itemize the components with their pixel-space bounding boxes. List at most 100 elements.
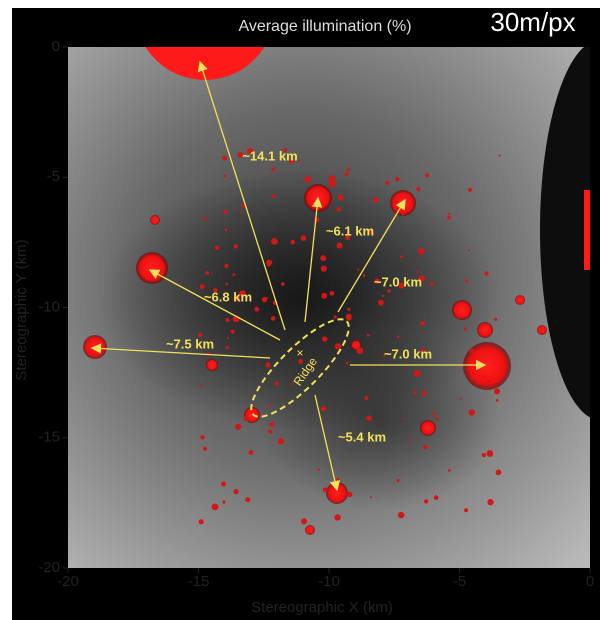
small-crater bbox=[215, 245, 219, 249]
y-tick-label: -20 bbox=[38, 559, 60, 576]
small-crater bbox=[298, 159, 300, 161]
small-crater bbox=[468, 188, 472, 192]
small-crater bbox=[321, 266, 327, 272]
small-crater bbox=[233, 273, 236, 276]
small-crater bbox=[365, 396, 369, 400]
small-crater bbox=[223, 210, 227, 214]
small-crater bbox=[281, 282, 285, 286]
small-crater bbox=[235, 424, 241, 430]
y-tick-label: -15 bbox=[38, 429, 60, 446]
small-crater bbox=[226, 346, 229, 349]
small-crater bbox=[416, 271, 418, 273]
small-crater bbox=[249, 450, 254, 455]
small-crater bbox=[434, 495, 439, 500]
small-crater bbox=[269, 422, 274, 427]
small-crater bbox=[499, 154, 501, 156]
small-crater bbox=[468, 249, 470, 251]
small-crater bbox=[266, 297, 268, 299]
small-crater bbox=[464, 327, 467, 330]
small-crater bbox=[469, 409, 475, 415]
small-crater bbox=[414, 370, 421, 377]
small-crater bbox=[494, 388, 500, 394]
small-crater bbox=[448, 469, 451, 472]
small-crater bbox=[402, 213, 405, 216]
small-crater bbox=[225, 229, 228, 232]
distance-label: ~14.1 km bbox=[242, 148, 297, 163]
small-crater bbox=[272, 195, 276, 199]
y-axis-label: Stereographic Y (km) bbox=[13, 239, 30, 380]
distance-label: ~7.5 km bbox=[166, 336, 214, 351]
small-crater bbox=[334, 315, 337, 318]
small-crater bbox=[199, 519, 204, 524]
small-crater bbox=[470, 376, 474, 380]
small-crater bbox=[226, 283, 228, 285]
small-crater bbox=[447, 216, 451, 220]
small-crater bbox=[357, 269, 359, 271]
y-tick-label: -5 bbox=[47, 168, 60, 185]
small-crater bbox=[397, 335, 399, 337]
small-crater bbox=[403, 418, 405, 420]
y-tick-label: 0 bbox=[52, 38, 60, 55]
small-crater bbox=[378, 300, 384, 306]
small-crater bbox=[290, 240, 295, 245]
small-crater bbox=[271, 238, 278, 245]
small-crater bbox=[470, 349, 474, 353]
small-crater bbox=[435, 417, 438, 420]
x-tick-label: -10 bbox=[318, 573, 340, 590]
small-crater bbox=[395, 177, 399, 181]
small-crater bbox=[204, 218, 207, 221]
small-crater bbox=[244, 416, 249, 421]
distance-label: ~6.8 km bbox=[204, 289, 252, 304]
small-crater bbox=[487, 344, 489, 346]
small-crater bbox=[321, 406, 326, 411]
small-crater bbox=[278, 438, 284, 444]
small-crater bbox=[496, 469, 502, 475]
small-crater bbox=[487, 499, 493, 505]
small-crater bbox=[223, 175, 226, 178]
small-crater bbox=[329, 175, 336, 182]
small-crater bbox=[200, 435, 204, 439]
small-crater bbox=[363, 274, 366, 277]
small-crater bbox=[222, 500, 225, 503]
small-crater bbox=[337, 478, 340, 481]
small-crater bbox=[212, 503, 219, 510]
small-crater bbox=[231, 330, 235, 334]
small-crater bbox=[496, 399, 499, 402]
small-crater bbox=[347, 308, 350, 311]
small-crater bbox=[494, 318, 497, 321]
small-crater bbox=[330, 291, 335, 296]
small-crater bbox=[269, 404, 272, 407]
small-crater bbox=[424, 499, 428, 503]
small-crater bbox=[486, 450, 493, 457]
small-crater bbox=[409, 440, 411, 442]
small-crater bbox=[423, 445, 428, 450]
small-crater bbox=[233, 489, 238, 494]
small-crater bbox=[420, 321, 425, 326]
small-crater bbox=[345, 172, 349, 176]
ridge-marker: × bbox=[296, 346, 303, 360]
small-crater bbox=[425, 173, 429, 177]
small-crater bbox=[245, 497, 250, 502]
small-crater bbox=[221, 481, 226, 486]
x-tick-label: -5 bbox=[453, 573, 466, 590]
small-crater bbox=[465, 279, 468, 282]
small-crater bbox=[200, 284, 205, 289]
small-crater bbox=[347, 492, 352, 497]
small-crater bbox=[397, 479, 400, 482]
small-crater bbox=[265, 362, 270, 367]
x-axis-label: Stereographic X (km) bbox=[251, 599, 393, 616]
small-crater bbox=[398, 512, 404, 518]
scale-label: 30m/px bbox=[490, 7, 575, 37]
small-crater bbox=[268, 429, 272, 433]
small-crater bbox=[433, 412, 436, 415]
small-crater bbox=[413, 391, 416, 394]
small-crater bbox=[267, 263, 271, 267]
small-crater bbox=[226, 318, 230, 322]
small-crater bbox=[227, 337, 229, 339]
small-crater bbox=[271, 167, 275, 171]
small-crater bbox=[241, 204, 245, 208]
small-crater bbox=[366, 416, 371, 421]
x-tick-label: -20 bbox=[57, 573, 79, 590]
small-crater bbox=[234, 244, 238, 248]
small-crater bbox=[416, 187, 420, 191]
